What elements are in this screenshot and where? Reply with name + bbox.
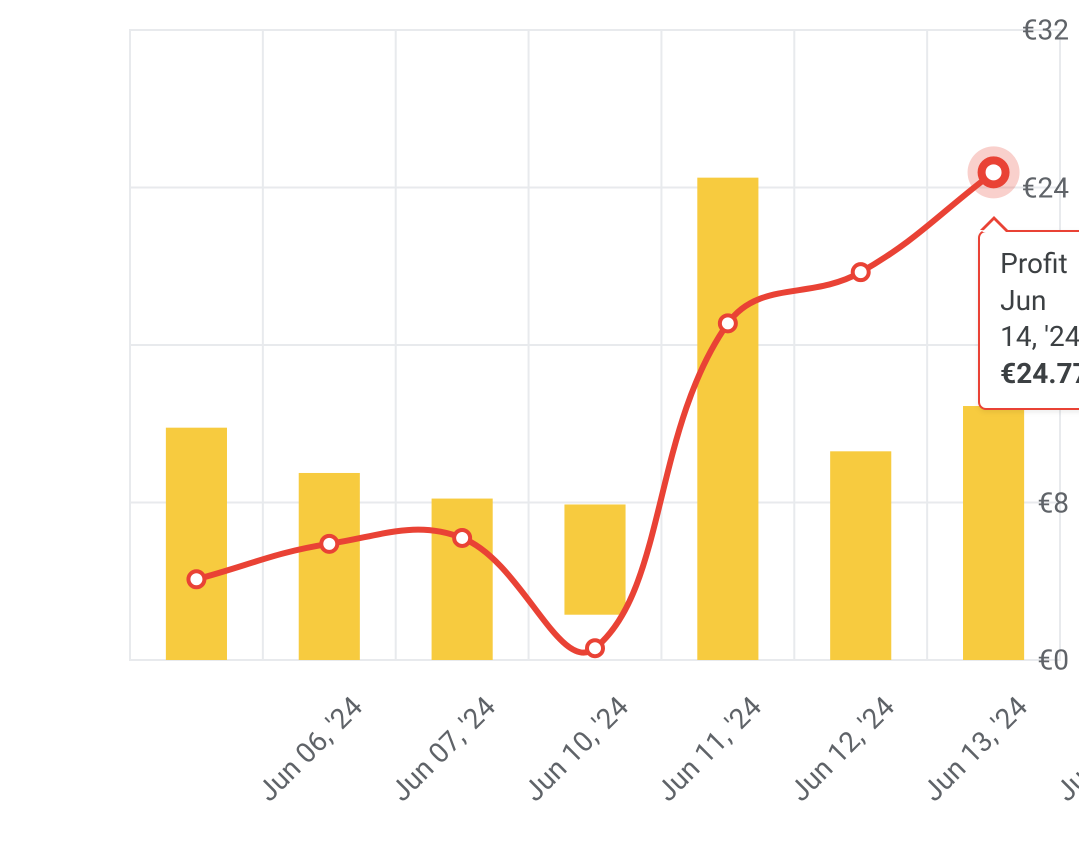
tooltip-date: Jun 14, '24 bbox=[1000, 283, 1079, 356]
profit-chart: €0€8€16€24€32 Jun 06, '24Jun 07, '24Jun … bbox=[0, 0, 1079, 860]
line-marker[interactable] bbox=[853, 264, 869, 280]
line-marker[interactable] bbox=[587, 640, 603, 656]
line-marker[interactable] bbox=[321, 536, 337, 552]
line-marker[interactable] bbox=[720, 315, 736, 331]
y-tick-label: €0 bbox=[947, 644, 1079, 677]
tooltip: ProfitJun 14, '24€24.77 bbox=[978, 230, 1079, 410]
y-tick-label: €8 bbox=[947, 486, 1079, 519]
bar[interactable] bbox=[830, 451, 891, 660]
bar[interactable] bbox=[697, 178, 758, 660]
bar[interactable] bbox=[963, 406, 1024, 660]
line-marker[interactable] bbox=[454, 530, 470, 546]
bar[interactable] bbox=[299, 473, 360, 660]
bar[interactable] bbox=[564, 504, 625, 614]
line-marker[interactable] bbox=[188, 571, 204, 587]
y-tick-label: €24 bbox=[947, 171, 1079, 204]
tooltip-title: Profit bbox=[1000, 246, 1079, 282]
bar[interactable] bbox=[166, 428, 227, 660]
y-tick-label: €32 bbox=[947, 14, 1079, 47]
bar[interactable] bbox=[432, 499, 493, 660]
tooltip-value: €24.77 bbox=[1000, 356, 1079, 392]
chart-canvas bbox=[0, 0, 1079, 860]
